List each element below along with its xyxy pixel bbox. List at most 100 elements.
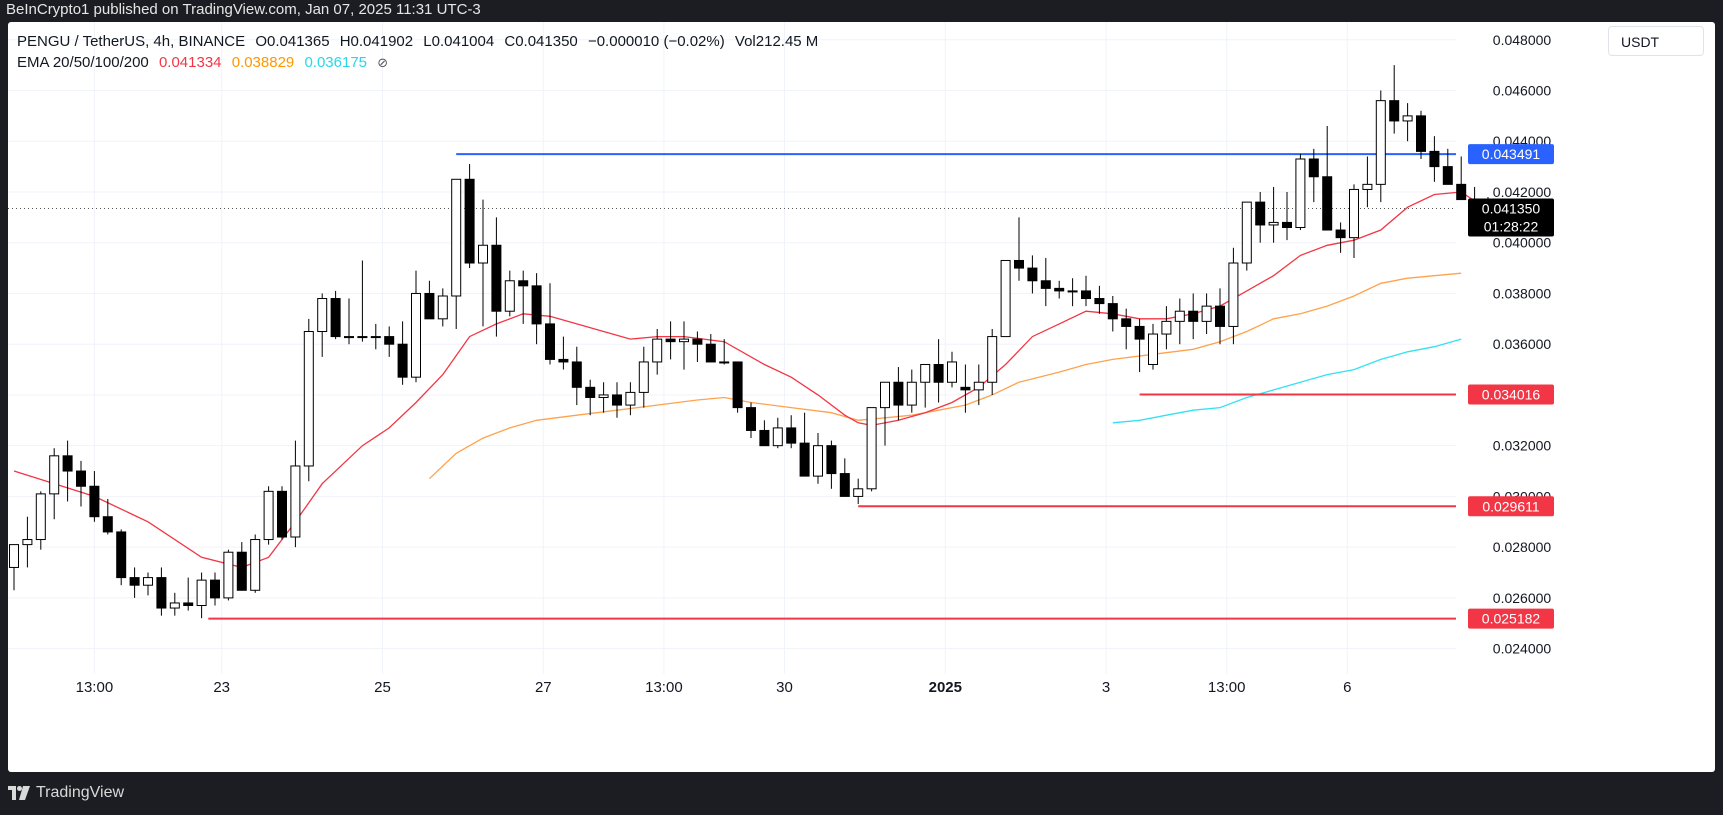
candle-body xyxy=(102,516,113,533)
candle-body xyxy=(491,244,502,312)
price-chart[interactable]: 0.0240000.0260000.0280000.0300000.032000… xyxy=(8,22,1715,772)
candle-body xyxy=(1054,287,1065,292)
chart-panel[interactable]: 0.0240000.0260000.0280000.0300000.032000… xyxy=(8,22,1715,772)
candle-body xyxy=(598,394,609,398)
y-tick-label: 0.042000 xyxy=(1493,184,1552,200)
candle-body xyxy=(1416,115,1426,152)
candle-body xyxy=(330,298,341,338)
candle-body xyxy=(1402,115,1413,122)
level-tag: 0.043491 xyxy=(1482,146,1541,162)
candle-body xyxy=(370,336,381,339)
candle-body xyxy=(1040,280,1051,289)
x-tick-label: 6 xyxy=(1343,679,1351,696)
candle-body xyxy=(987,336,998,383)
candle-body xyxy=(1014,259,1024,269)
x-tick-label: 30 xyxy=(776,679,793,696)
candle-body xyxy=(183,602,194,607)
candle-body xyxy=(799,442,810,477)
candle-body xyxy=(236,551,247,591)
legend-symbol[interactable]: PENGU / TetherUS, 4h, BINANCE xyxy=(17,33,246,50)
candle-body xyxy=(1268,221,1279,226)
candle-body xyxy=(853,488,864,497)
candle-body xyxy=(1456,183,1467,201)
legend-ema20: 0.041334 xyxy=(158,54,222,71)
y-tick-label: 0.024000 xyxy=(1493,641,1552,657)
candle-body xyxy=(1429,150,1440,168)
last-price-tag-bg xyxy=(1468,198,1554,237)
candle-body xyxy=(558,358,569,363)
footer-bar: TradingView xyxy=(0,772,1723,815)
candle-body xyxy=(920,363,931,383)
candle-body xyxy=(893,381,904,406)
x-tick-label: 25 xyxy=(374,679,391,696)
publish-bar: BeInCrypto1 published on TradingView.com… xyxy=(0,0,1723,22)
x-tick-label: 23 xyxy=(213,679,230,696)
candle-body xyxy=(263,490,274,541)
candle-body xyxy=(880,381,890,409)
candle-body xyxy=(317,298,328,333)
candle-body xyxy=(1121,318,1132,327)
candle-body xyxy=(1027,267,1038,282)
legend-ema-row: EMA 20/50/100/200 0.041334 0.038829 0.03… xyxy=(17,52,824,73)
candle-body xyxy=(1322,176,1333,231)
ema100-line xyxy=(1112,338,1462,424)
legend-ema50: 0.038829 xyxy=(231,54,295,71)
candle-body xyxy=(1228,262,1239,327)
y-tick-label: 0.038000 xyxy=(1493,285,1552,301)
last-price-tag-countdown: 01:28:22 xyxy=(1484,218,1539,234)
candle-body xyxy=(290,465,301,538)
legend-ema-label[interactable]: EMA 20/50/100/200 xyxy=(17,54,149,71)
publisher-text: BeInCrypto1 published on TradingView.com… xyxy=(6,1,481,18)
candle-body xyxy=(545,323,555,360)
candle-body xyxy=(303,331,314,467)
candle-body xyxy=(960,386,971,391)
candle-body xyxy=(1081,290,1091,300)
x-tick-label: 13:00 xyxy=(76,679,114,696)
candle-body xyxy=(1349,188,1359,239)
candle-body xyxy=(625,391,636,406)
x-tick-label: 3 xyxy=(1102,679,1110,696)
candle-body xyxy=(692,338,703,345)
x-tick-label: 13:00 xyxy=(1208,679,1246,696)
candles xyxy=(9,65,1493,619)
candle-body xyxy=(1442,166,1453,185)
candle-body xyxy=(1255,201,1266,226)
candle-body xyxy=(116,531,127,579)
candle-body xyxy=(1295,158,1306,228)
candle-body xyxy=(277,490,287,538)
candle-body xyxy=(759,429,770,447)
candle-body xyxy=(518,280,529,287)
level-tag: 0.034016 xyxy=(1482,387,1541,403)
tradingview-logo-icon xyxy=(8,786,30,800)
level-tag-bg xyxy=(1468,384,1554,405)
candle-body xyxy=(585,386,596,398)
x-tick-label: 2025 xyxy=(929,679,962,696)
y-tick-label: 0.026000 xyxy=(1493,590,1552,606)
legend-open: O0.041365 xyxy=(255,33,330,50)
candle-body xyxy=(437,295,448,320)
candle-body xyxy=(344,336,354,339)
candle-body xyxy=(1201,305,1212,322)
candle-body xyxy=(1308,158,1319,178)
candle-body xyxy=(1241,201,1252,264)
candle-body xyxy=(705,343,716,363)
currency-button[interactable]: USDT xyxy=(1608,26,1704,56)
level-tag-bg xyxy=(1468,496,1554,517)
footer-brand: TradingView xyxy=(36,784,125,801)
grid xyxy=(8,22,1456,674)
candle-body xyxy=(411,292,421,378)
candle-body xyxy=(786,427,797,444)
candle-body xyxy=(1094,298,1105,305)
candle-body xyxy=(531,285,542,325)
candle-body xyxy=(1107,303,1118,320)
candle-body xyxy=(129,577,140,586)
eye-off-icon[interactable]: ⊘ xyxy=(377,55,389,70)
candle-body xyxy=(732,361,743,409)
candle-body xyxy=(76,470,86,487)
tradingview-logo[interactable]: TradingView xyxy=(8,784,124,802)
candle-body xyxy=(250,539,261,591)
chart-legend: PENGU / TetherUS, 4h, BINANCE O0.041365 … xyxy=(17,31,824,73)
candle-body xyxy=(839,473,850,497)
candle-body xyxy=(169,602,180,609)
candle-body xyxy=(9,544,19,568)
